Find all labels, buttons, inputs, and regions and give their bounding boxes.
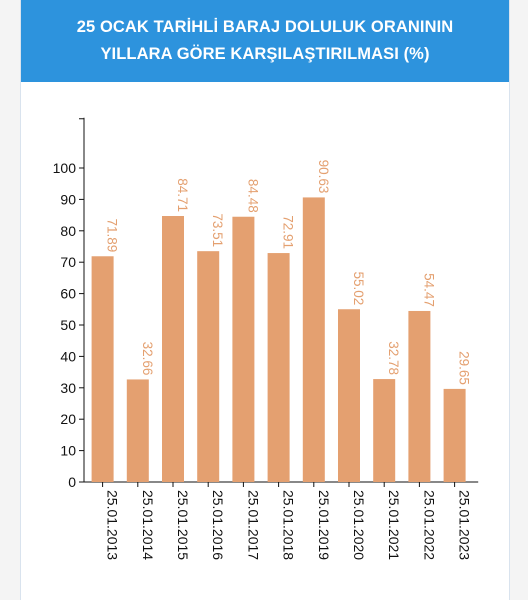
data-label: 71.89 — [105, 218, 120, 252]
x-tick-label: 25.01.2015 — [175, 490, 191, 560]
bar — [373, 379, 396, 482]
x-tick-label: 25.01.2022 — [421, 490, 437, 560]
bar — [197, 251, 220, 482]
chart-header: 25 OCAK TARİHLİ BARAJ DOLULUK ORANININ Y… — [21, 0, 509, 82]
data-label: 32.66 — [140, 342, 155, 376]
data-label: 32.78 — [386, 341, 401, 375]
y-tick-label: 20 — [60, 411, 76, 427]
y-tick-label: 60 — [60, 286, 76, 302]
y-tick-label: 90 — [60, 191, 76, 207]
data-label: 84.48 — [245, 179, 260, 213]
x-tick-label: 25.01.2017 — [245, 490, 261, 560]
chart-title-line-2: YILLARA GÖRE KARŞILAŞTIRILMASI (%) — [100, 45, 430, 63]
bar — [126, 379, 149, 482]
y-tick-label: 100 — [53, 160, 77, 176]
x-tick-label: 25.01.2014 — [140, 490, 156, 560]
bar — [302, 197, 325, 482]
data-label: 29.65 — [457, 351, 472, 385]
y-tick-label: 30 — [60, 380, 76, 396]
data-label: 54.47 — [421, 273, 436, 307]
y-tick-label: 40 — [60, 348, 76, 364]
y-tick-label: 70 — [60, 254, 76, 270]
bar — [162, 216, 184, 482]
x-tick-label: 25.01.2016 — [210, 490, 226, 560]
data-label: 84.71 — [175, 178, 190, 212]
bar — [232, 216, 255, 483]
chart-title-line-1: 25 OCAK TARİHLİ BARAJ DOLULUK ORANININ — [76, 18, 454, 36]
x-tick-label: 25.01.2021 — [386, 490, 402, 560]
y-tick-label: 10 — [60, 443, 76, 459]
y-tick-label: 80 — [60, 223, 76, 239]
x-tick-label: 25.01.2013 — [105, 490, 121, 560]
x-tick-label: 25.01.2023 — [457, 490, 473, 560]
data-label: 73.51 — [210, 213, 225, 247]
y-tick-label: 0 — [68, 474, 76, 490]
y-tick-label: 50 — [60, 317, 76, 333]
x-tick-label: 25.01.2018 — [281, 490, 297, 560]
bar — [443, 388, 466, 482]
bar — [91, 256, 114, 482]
x-tick-label: 25.01.2019 — [316, 490, 332, 560]
data-label: 72.91 — [281, 215, 296, 249]
data-label: 90.63 — [316, 160, 331, 194]
bar — [338, 309, 360, 482]
bar — [408, 310, 431, 482]
chart-title: 25 OCAK TARİHLİ BARAJ DOLULUK ORANININ Y… — [55, 14, 475, 68]
bar — [267, 253, 290, 482]
x-tick-label: 25.01.2020 — [351, 490, 367, 560]
data-label: 55.02 — [351, 271, 366, 305]
